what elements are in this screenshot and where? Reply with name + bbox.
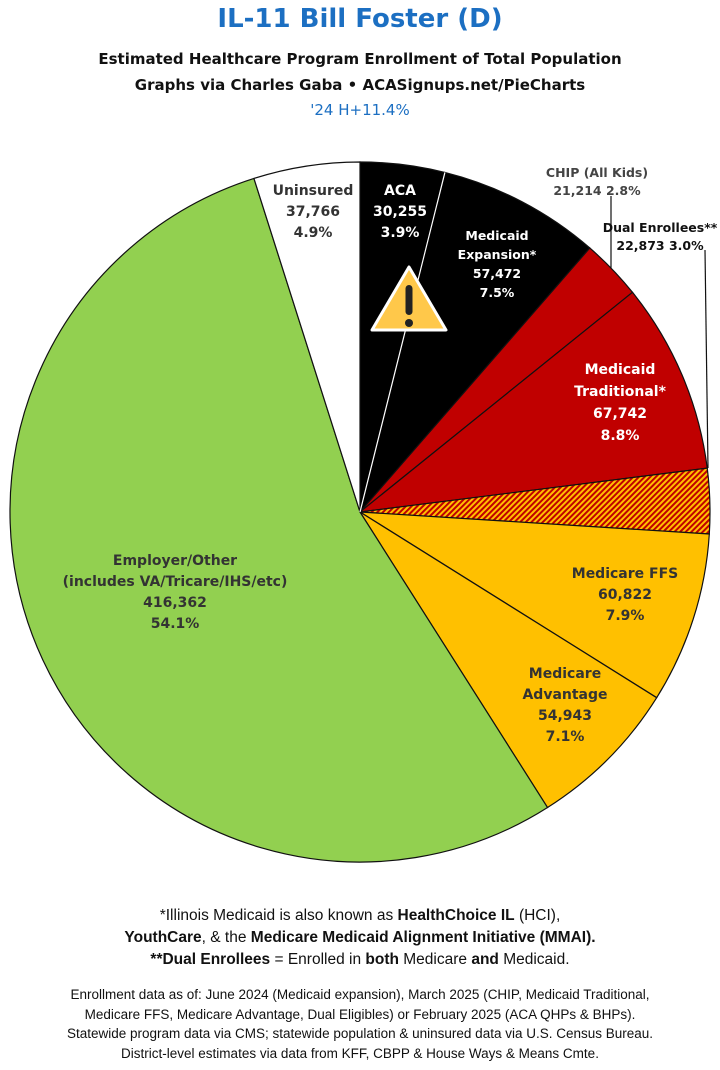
- label-medicaid-traditional: Medicaid Traditional* 67,742 8.8%: [574, 362, 666, 444]
- label-uninsured: Uninsured 37,766 4.9%: [272, 183, 354, 241]
- slice-medicaid-expansion: [359, 171, 591, 513]
- partisan-lean: '24 H+11.4%: [310, 101, 410, 119]
- label-aca: ACA 30,255 3.9%: [372, 183, 428, 241]
- warning-icon: [370, 265, 448, 332]
- footnote-sources: Enrollment data as of: June 2024 (Medica…: [66, 987, 654, 1061]
- footnote-medicaid: *Illinois Medicaid is also known as Heal…: [124, 907, 596, 968]
- label-medicare-ffs: Medicare FFS 60,822 7.9%: [571, 566, 679, 624]
- label-dual-enrollees: Dual Enrollees** 22,873 3.0%: [602, 220, 718, 253]
- slice-medicare-advantage: [359, 511, 658, 809]
- label-medicare-advantage: Medicare Advantage 54,943 7.1%: [522, 666, 608, 745]
- chart-credit: Graphs via Charles Gaba • ACASignups.net…: [134, 76, 586, 94]
- label-chip: CHIP (All Kids) 21,214 2.8%: [545, 165, 649, 198]
- label-medicaid-expansion: Medicaid Expansion* 57,472 7.5%: [457, 228, 537, 300]
- aca-divider-line: [359, 172, 446, 513]
- chart-title: IL-11 Bill Foster (D): [217, 4, 503, 34]
- slice-uninsured: [253, 161, 361, 513]
- slice-medicare-ffs: [359, 511, 710, 699]
- label-employer-other: Employer/Other (includes VA/Tricare/IHS/e…: [62, 553, 288, 632]
- slice-medicaid-traditional: [357, 291, 708, 513]
- slice-employer-other: [9, 177, 549, 863]
- chart-subtitle: Estimated Healthcare Program Enrollment …: [98, 50, 622, 68]
- dual-leader-line: [704, 249, 709, 469]
